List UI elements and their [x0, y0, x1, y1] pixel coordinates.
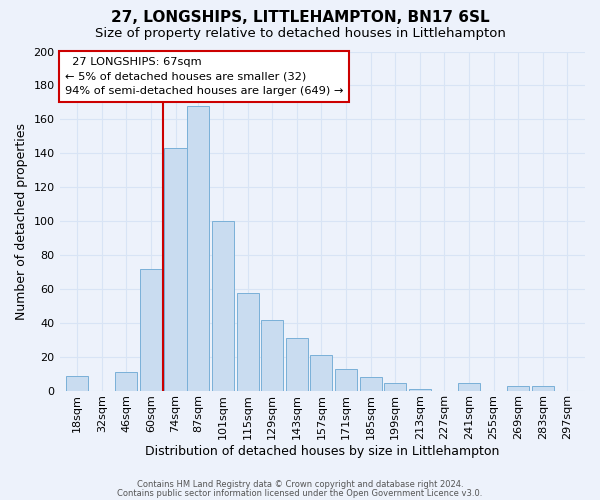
Bar: [409, 390, 431, 391]
Bar: [115, 372, 137, 391]
Text: Contains public sector information licensed under the Open Government Licence v3: Contains public sector information licen…: [118, 489, 482, 498]
Bar: [458, 382, 480, 391]
Bar: [335, 369, 357, 391]
Text: 27, LONGSHIPS, LITTLEHAMPTON, BN17 6SL: 27, LONGSHIPS, LITTLEHAMPTON, BN17 6SL: [110, 10, 490, 25]
X-axis label: Distribution of detached houses by size in Littlehampton: Distribution of detached houses by size …: [145, 444, 499, 458]
Bar: [66, 376, 88, 391]
Bar: [261, 320, 283, 391]
Bar: [236, 292, 259, 391]
Bar: [532, 386, 554, 391]
Bar: [187, 106, 209, 391]
Text: Contains HM Land Registry data © Crown copyright and database right 2024.: Contains HM Land Registry data © Crown c…: [137, 480, 463, 489]
Text: Size of property relative to detached houses in Littlehampton: Size of property relative to detached ho…: [95, 28, 505, 40]
Bar: [359, 378, 382, 391]
Text: 27 LONGSHIPS: 67sqm
← 5% of detached houses are smaller (32)
94% of semi-detache: 27 LONGSHIPS: 67sqm ← 5% of detached hou…: [65, 56, 343, 96]
Bar: [310, 356, 332, 391]
Y-axis label: Number of detached properties: Number of detached properties: [15, 123, 28, 320]
Bar: [384, 382, 406, 391]
Bar: [164, 148, 187, 391]
Bar: [212, 222, 234, 391]
Bar: [286, 338, 308, 391]
Bar: [507, 386, 529, 391]
Bar: [140, 269, 162, 391]
